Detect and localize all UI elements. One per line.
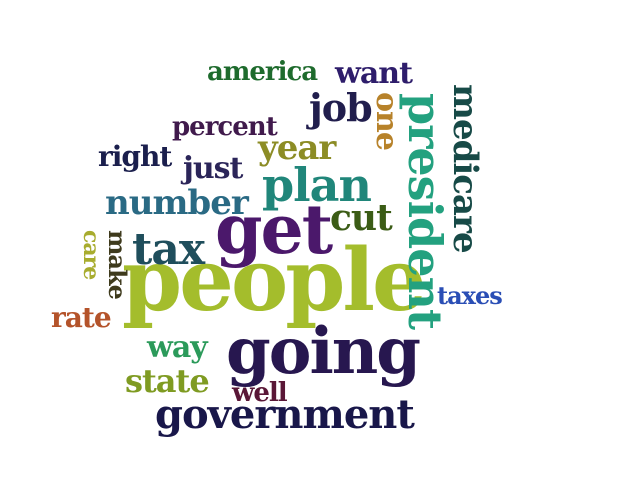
word-make: make — [103, 230, 132, 299]
word-year: year — [258, 128, 336, 168]
word-get: get — [215, 190, 333, 270]
word-state: state — [125, 362, 210, 400]
word-america: america — [207, 57, 318, 87]
word-president: president — [398, 93, 452, 330]
word-government: government — [155, 391, 415, 438]
word-cut: cut — [330, 197, 393, 239]
word-right: right — [98, 140, 172, 173]
word-rate: rate — [51, 301, 112, 334]
word-want: want — [335, 56, 413, 91]
word-medicare: medicare — [445, 84, 485, 253]
word-tax: tax — [132, 224, 205, 275]
word-going: going — [226, 314, 421, 389]
word-taxes: taxes — [437, 281, 503, 310]
word-job: job — [309, 85, 373, 130]
word-plan: plan — [262, 158, 372, 212]
word-people: people — [122, 230, 427, 331]
word-care: care — [78, 230, 104, 280]
word-percent: percent — [172, 112, 278, 142]
word-number: number — [105, 183, 249, 223]
word-one: one — [369, 92, 404, 150]
word-just: just — [183, 151, 243, 186]
word-well: well — [232, 378, 288, 408]
word-way: way — [147, 330, 208, 365]
